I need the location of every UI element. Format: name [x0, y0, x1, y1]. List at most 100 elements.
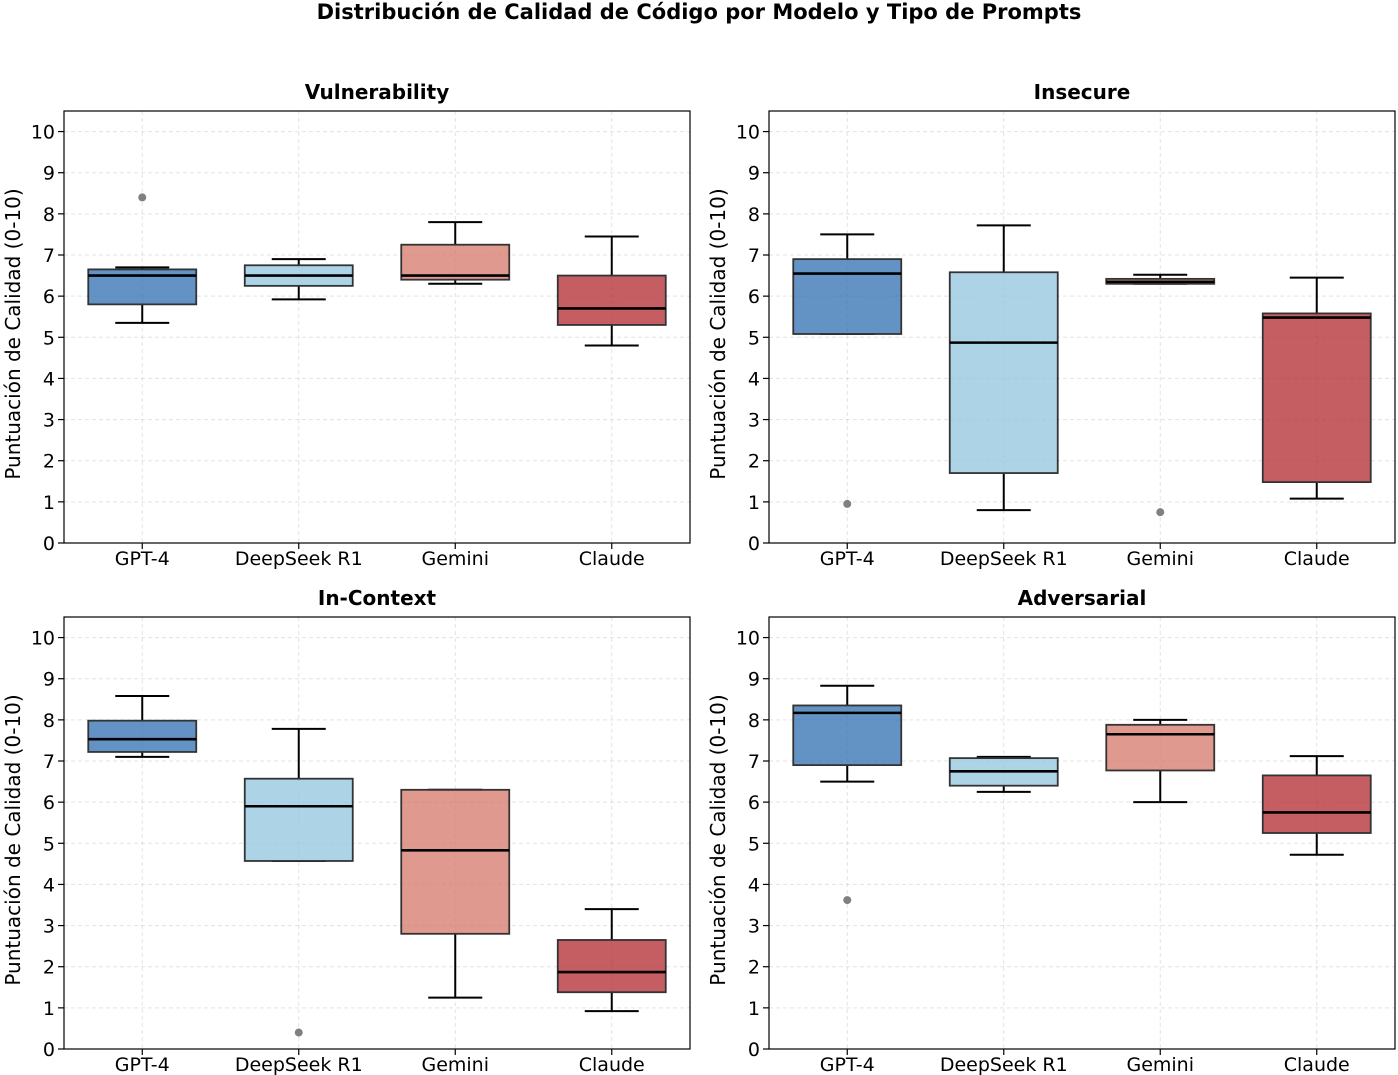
box-gpt-4 — [87, 193, 198, 324]
y-axis-label: Puntuación de Calidad (0-10) — [1, 694, 25, 985]
y-tick-label: 2 — [748, 451, 760, 473]
y-tick-label: 8 — [748, 710, 760, 732]
box-gemini — [1105, 718, 1216, 804]
box-iqr — [556, 939, 667, 994]
x-tick-label: Claude — [1284, 1054, 1350, 1075]
y-tick-label: 9 — [43, 669, 55, 691]
y-tick-label: 7 — [748, 245, 760, 267]
x-tick-label: GPT-4 — [820, 548, 875, 570]
y-tick-label: 6 — [748, 286, 760, 308]
y-tick-label: 2 — [748, 957, 760, 979]
y-tick-label: 6 — [43, 286, 55, 308]
x-tick-label: DeepSeek R1 — [940, 548, 1068, 570]
y-tick-label: 3 — [43, 410, 55, 432]
outlier-point — [843, 499, 852, 508]
y-tick-label: 0 — [43, 533, 55, 555]
x-tick-label: GPT-4 — [820, 1054, 875, 1075]
x-tick-label: DeepSeek R1 — [235, 1054, 363, 1075]
box-iqr — [87, 719, 198, 753]
x-tick-label: Claude — [579, 548, 645, 570]
outlier-point — [1156, 508, 1165, 517]
box-gpt-4 — [87, 694, 198, 758]
box-gemini — [400, 221, 511, 285]
y-tick-label: 9 — [43, 163, 55, 185]
x-tick-label: DeepSeek R1 — [940, 1054, 1068, 1075]
y-tick-label: 10 — [736, 122, 760, 144]
y-tick-label: 6 — [748, 792, 760, 814]
y-tick-label: 0 — [748, 533, 760, 555]
box-deepseek-r1 — [243, 258, 354, 301]
x-tick-label: Gemini — [421, 1054, 489, 1075]
box-gemini — [1105, 273, 1216, 517]
y-tick-label: 2 — [43, 957, 55, 979]
box-claude — [556, 235, 667, 347]
y-tick-label: 2 — [43, 451, 55, 473]
box-iqr — [1261, 312, 1372, 484]
box-claude — [556, 908, 667, 1013]
y-tick-label: 10 — [736, 628, 760, 650]
subplot-title: Adversarial — [1018, 586, 1147, 610]
y-tick-label: 5 — [748, 833, 760, 855]
x-tick-label: Claude — [1284, 548, 1350, 570]
box-gemini — [400, 788, 511, 999]
box-iqr — [243, 777, 354, 862]
box-iqr — [556, 274, 667, 326]
box-iqr — [1261, 774, 1372, 834]
box-gpt-4 — [792, 233, 903, 508]
x-tick-label: Gemini — [421, 548, 489, 570]
y-tick-label: 1 — [43, 492, 55, 514]
axes-frame — [768, 110, 1396, 544]
y-axis-label: Puntuación de Calidad (0-10) — [706, 694, 730, 985]
y-tick-label: 8 — [748, 204, 760, 226]
box-deepseek-r1 — [948, 755, 1059, 793]
subplot-vulnerability: Vulnerability 0 1 2 3 4 5 6 7 8 9 10 Puntuación de C… — [1, 80, 691, 570]
y-tick-label: 7 — [43, 751, 55, 773]
x-tick-label: Gemini — [1126, 548, 1194, 570]
subplot-title: Insecure — [1034, 80, 1131, 104]
y-tick-label: 9 — [748, 163, 760, 185]
y-axis-label: Puntuación de Calidad (0-10) — [1, 188, 25, 479]
y-tick-label: 4 — [43, 874, 55, 896]
box-deepseek-r1 — [243, 727, 354, 1037]
y-axis-label: Puntuación de Calidad (0-10) — [706, 188, 730, 479]
box-iqr — [792, 704, 903, 767]
box-gpt-4 — [792, 684, 903, 905]
y-tick-label: 4 — [43, 368, 55, 390]
y-tick-label: 5 — [748, 327, 760, 349]
subplot-in-context: In-Context 0 1 2 3 4 5 6 7 8 9 10 Puntuación de Cali… — [1, 586, 691, 1075]
box-claude — [1261, 276, 1372, 500]
y-tick-label: 7 — [748, 751, 760, 773]
box-iqr — [400, 788, 511, 935]
subplot-title: Vulnerability — [305, 80, 450, 104]
y-tick-label: 5 — [43, 833, 55, 855]
subplot-adversarial: Adversarial 0 1 2 3 4 5 6 7 8 9 10 Puntuación de Cal… — [706, 586, 1396, 1075]
y-tick-label: 3 — [748, 410, 760, 432]
axes-frame — [63, 110, 691, 544]
x-tick-label: Claude — [579, 1054, 645, 1075]
y-tick-label: 1 — [43, 998, 55, 1020]
y-tick-label: 8 — [43, 204, 55, 226]
y-tick-label: 4 — [748, 874, 760, 896]
outlier-point — [294, 1028, 303, 1037]
box-iqr — [792, 258, 903, 335]
box-claude — [1261, 755, 1372, 856]
figure-title: Distribución de Calidad de Código por Mo… — [317, 0, 1082, 24]
y-tick-label: 4 — [748, 368, 760, 390]
outlier-point — [138, 193, 147, 202]
box-iqr — [1105, 723, 1216, 772]
y-tick-label: 6 — [43, 792, 55, 814]
x-tick-label: Gemini — [1126, 1054, 1194, 1075]
y-tick-label: 5 — [43, 327, 55, 349]
x-tick-label: GPT-4 — [115, 1054, 170, 1075]
axes-frame — [768, 616, 1396, 1050]
box-deepseek-r1 — [948, 224, 1059, 512]
x-tick-label: DeepSeek R1 — [235, 548, 363, 570]
y-tick-label: 1 — [748, 492, 760, 514]
y-tick-label: 3 — [43, 916, 55, 938]
y-tick-label: 0 — [43, 1039, 55, 1061]
x-tick-label: GPT-4 — [115, 548, 170, 570]
box-iqr — [948, 271, 1059, 474]
y-tick-label: 10 — [31, 628, 55, 650]
